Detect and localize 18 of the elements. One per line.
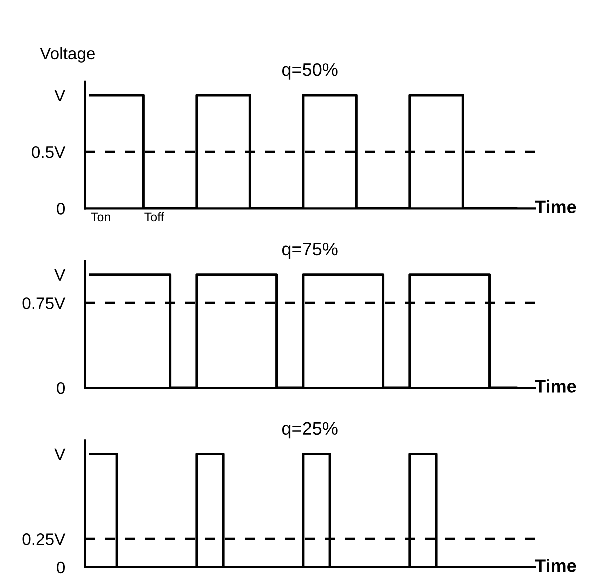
- text: Toff: [144, 212, 164, 222]
- x-axis-title: Time: [535, 200, 576, 214]
- chart-title: q=50%: [282, 63, 338, 80]
- y-tick-label: 0: [57, 562, 66, 574]
- y-tick-label: 0.5V: [32, 146, 66, 158]
- y-tick-label: V: [54, 90, 66, 102]
- y-tick-label: 0: [57, 203, 66, 215]
- text: Ton: [91, 212, 110, 222]
- y-tick-label: V: [54, 269, 66, 281]
- chart-title: q=25%: [282, 422, 338, 439]
- y-axis-title: Voltage: [40, 47, 95, 63]
- x-axis-title: Time: [535, 559, 576, 572]
- y-tick-label: 0.25V: [22, 534, 66, 546]
- x-axis-title: Time: [535, 380, 576, 393]
- chart-title: q=75%: [282, 242, 338, 260]
- y-tick-label: V: [54, 448, 66, 460]
- y-tick-label: 0.75V: [22, 298, 66, 310]
- y-tick-label: 0: [57, 382, 66, 394]
